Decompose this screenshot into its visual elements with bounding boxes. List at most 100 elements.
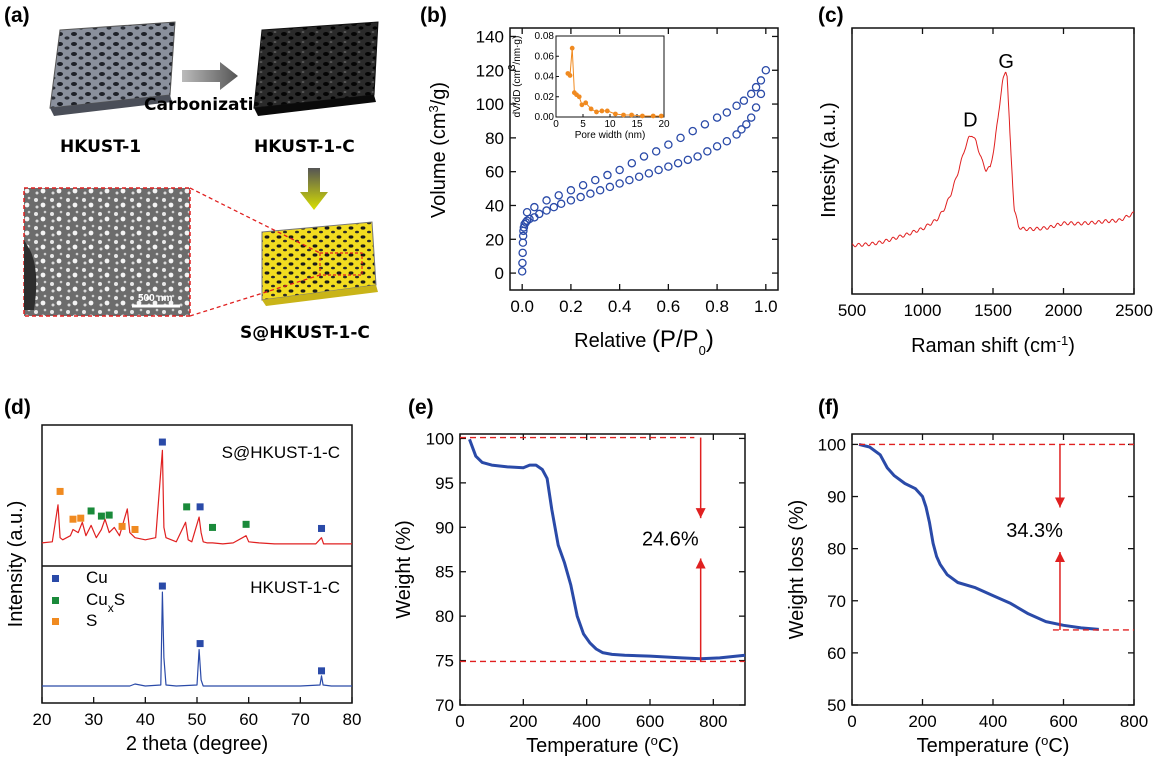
b-point-adsorption <box>634 172 644 181</box>
d-xtick-label: 80 <box>343 710 362 729</box>
d-marker-Cu <box>158 438 166 446</box>
b-point-desorption <box>603 170 612 180</box>
b-inset-point <box>658 113 664 119</box>
s-hkust-1-c-label: S@HKUST-1-C <box>240 323 370 343</box>
c-xlabel-part: Raman shift (cm <box>911 335 1057 357</box>
b-point-adsorption <box>746 113 756 122</box>
panel-label-c: (c) <box>818 4 844 27</box>
b-inset-point <box>629 112 634 118</box>
b-point-desorption <box>751 82 761 92</box>
f-arrow-head-up <box>1054 552 1065 563</box>
b-inset-point <box>613 111 618 117</box>
d-legend-swatch <box>52 618 59 625</box>
b-xlabel-part: (P/P <box>652 326 699 353</box>
plot-frame <box>459 433 746 706</box>
b-point-desorption <box>591 175 600 185</box>
c-spectrum <box>851 71 1135 248</box>
b-point-adsorption <box>644 169 654 178</box>
b-point-adsorption <box>576 192 585 202</box>
f-ytick-label: 100 <box>818 435 846 454</box>
e-ylabel: Weight (%) <box>393 520 415 619</box>
f-xtick-label: 0 <box>847 712 856 731</box>
b-point-adsorption <box>756 89 766 99</box>
d-marker-CuxS <box>242 520 250 528</box>
b-point-adsorption <box>534 209 544 219</box>
b-xtick-label: 0.8 <box>705 297 729 316</box>
b-point-desorption <box>627 158 637 168</box>
d-line-s-hkust-1-c <box>41 449 352 545</box>
c-xtick-label: 1500 <box>974 301 1012 320</box>
b-ylabel-part: /g) <box>428 82 450 105</box>
b-inset-point <box>604 108 610 114</box>
b-point-adsorption <box>751 103 761 112</box>
e-xlabel-part: o <box>651 733 658 748</box>
b-ytick-label: 0 <box>495 264 504 283</box>
d-xlabel-part: 2 theta (degree) <box>126 733 268 755</box>
b-ylabel-part: Volume (cm <box>428 112 450 218</box>
b-inset-ylabel: dV/dD (cm3/nm·g) <box>507 36 524 118</box>
b-point-adsorption <box>737 125 746 134</box>
hkust-1-c-block <box>253 21 379 109</box>
b-inset-point <box>569 45 575 51</box>
f-xtick-label: 400 <box>979 712 1007 731</box>
b-point-desorption <box>651 147 661 156</box>
e-ytick-label: 100 <box>426 429 454 448</box>
d-legend-label-part: S <box>86 611 97 630</box>
b-ytick-label: 140 <box>476 27 504 46</box>
b-inset-point <box>588 106 594 112</box>
d-ylabel-part: Intensity (a.u.) <box>5 501 27 628</box>
b-inset-ytick-label: 0.06 <box>535 51 555 62</box>
b-point-adsorption <box>654 165 663 175</box>
d-xlabel: 2 theta (degree) <box>126 733 268 755</box>
d-ylabel: Intensity (a.u.) <box>5 501 27 628</box>
d-plot-frame <box>41 424 353 704</box>
d-top-label: S@HKUST-1-C <box>222 443 340 462</box>
b-point-desorption <box>688 126 697 136</box>
f-xtick-label: 800 <box>1120 712 1148 731</box>
b-point-adsorption <box>615 179 624 188</box>
d-xtick-label: 20 <box>33 710 52 729</box>
d-marker-S <box>131 525 139 533</box>
c-xtick-label: 500 <box>838 301 866 320</box>
b-xtick-label: 0.4 <box>608 297 632 316</box>
d-marker-CuxS <box>97 512 105 520</box>
plot-frame <box>851 27 1135 295</box>
hkust-1-label: HKUST-1 <box>60 137 141 157</box>
panel-label-b: (b) <box>420 4 447 27</box>
b-point-desorption <box>700 120 710 129</box>
d-marker-Cu <box>318 524 326 532</box>
b-ytick-label: 120 <box>476 61 504 80</box>
b-point-desorption <box>530 202 539 212</box>
b-inset-point <box>579 102 585 108</box>
f-ytick-label: 50 <box>827 696 846 715</box>
d-legend-label: S <box>86 611 97 630</box>
d-xtick-label: 30 <box>84 710 103 729</box>
b-point-desorption <box>676 133 685 143</box>
f-xlabel-part: Temperature ( <box>917 735 1042 757</box>
b-point-adsorption <box>566 196 576 205</box>
plot-frame <box>509 27 779 291</box>
c-xlabel: Raman shift (cm-1) <box>911 333 1075 358</box>
f-xlabel-part: o <box>1041 733 1048 748</box>
d-legend-label-sub: x <box>108 601 114 615</box>
b-inset-ytick-label: 0.08 <box>535 31 555 42</box>
d-legend-label-tail: S <box>114 590 125 609</box>
e-ytick-label: 70 <box>435 696 454 715</box>
b-xlabel: Relative (P/P0) <box>574 326 714 358</box>
d-bottom-label: HKUST-1-C <box>250 578 340 597</box>
b-point-adsorption <box>722 137 732 146</box>
b-inset-xtick-label: 5 <box>580 119 586 130</box>
b-inset-point <box>640 113 645 119</box>
b-inset-ytick-label: 0.04 <box>535 72 555 83</box>
b-inset-xtick-label: 10 <box>604 119 616 130</box>
e-annotation: 24.6% <box>642 528 699 550</box>
chart-c-raman: 500 1000 1500 2000 2500 D G Raman shift (cm-1) I… <box>818 27 1153 358</box>
d-xtick-label: 50 <box>188 710 207 729</box>
d-marker-CuxS <box>87 507 95 515</box>
b-point-desorption <box>756 76 766 85</box>
b-point-desorption <box>712 113 722 122</box>
d-marker-bottom-Cu <box>196 640 204 648</box>
b-ytick-label: 60 <box>485 163 504 182</box>
b-inset-xtick-label: 15 <box>631 119 643 130</box>
panel-label-a: (a) <box>4 4 30 27</box>
